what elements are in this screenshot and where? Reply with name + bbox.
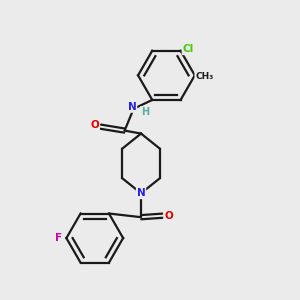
Text: F: F (56, 233, 62, 243)
Text: Cl: Cl (182, 44, 194, 54)
Text: CH₃: CH₃ (195, 72, 214, 81)
Text: N: N (128, 102, 136, 112)
Text: H: H (141, 107, 149, 117)
Text: O: O (164, 211, 173, 221)
Text: O: O (90, 120, 99, 130)
Text: N: N (137, 188, 146, 198)
